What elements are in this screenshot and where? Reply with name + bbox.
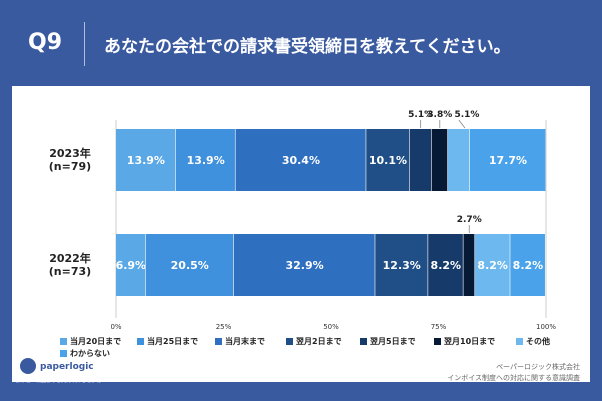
bar-segment [431,129,448,191]
x-tick-label: 100% [536,323,556,331]
data-label: 17.7% [489,154,527,167]
legend-swatch [215,338,222,345]
data-label: 8.2% [513,259,544,272]
legend-label: 当月末まで [225,336,265,346]
legend-label: 翌月5日まで [370,337,416,346]
question-title: あなたの会社での請求書受領締日を教えてください。 [104,37,511,57]
x-tick-label: 50% [323,323,339,331]
data-label: 10.1% [369,154,407,167]
brand-name: paperlogic [40,362,94,372]
bar-segment [375,234,428,296]
data-label: 30.4% [282,154,320,167]
data-label: 12.3% [383,259,421,272]
frame-bottom [0,382,602,401]
x-tick-label: 25% [216,323,232,331]
data-label: 6.9% [116,259,147,272]
source-survey: インボイス制度への対応に関する意識調査 [447,374,580,382]
data-label: 32.9% [285,259,323,272]
legend-label: その他 [526,336,550,346]
bar-segment [233,234,375,296]
x-tick-label: 75% [431,323,447,331]
x-tick-label: 0% [110,323,121,331]
bar-segment [175,129,235,191]
legend-swatch [360,338,367,345]
question-number: Q9 [28,30,63,55]
legend-label: 当月20日まで [70,336,121,346]
data-label: 3.8% [427,110,452,120]
legend-swatch [286,338,293,345]
bar-segment [116,129,176,191]
legend-swatch [137,338,144,345]
data-label: 20.5% [171,259,209,272]
header-bar: Q9 あなたの会社での請求書受領締日を教えてください。 [0,0,602,90]
bar-segment [447,129,470,191]
bar-segment [366,129,410,191]
header-divider [84,22,85,66]
legend-label: 翌月2日まで [296,337,342,346]
data-label: 8.2% [431,259,462,272]
legend-swatch [60,338,67,345]
legend-label: 当月25日まで [147,336,198,346]
data-label-leader [458,119,466,129]
frame-right [590,86,602,401]
data-label: 5.1% [454,110,479,120]
bar-segment [145,234,234,296]
bar-segment [469,129,546,191]
data-label: 5.1% [408,110,433,120]
legend-swatch [516,338,523,345]
category-label: 2022年 [49,251,91,265]
bar-segment [235,129,366,191]
bar-segment [475,234,510,296]
data-label: 13.9% [127,154,165,167]
data-label: 13.9% [187,154,225,167]
bar-segment [409,129,432,191]
category-label: 2023年 [49,146,91,160]
data-label: 2.7% [457,215,482,225]
bar-segment [428,234,463,296]
category-label: (n=73) [49,265,91,278]
source-company: ペーパーロジック株式会社 [496,363,580,371]
legend-swatch [434,338,441,345]
bar-segment [510,234,545,296]
brand-tagline: 請求書・納品書など契約以外を電子化 [16,378,102,384]
source-credit: ペーパーロジック株式会社 インボイス制度への対応に関する意識調査 [447,362,580,384]
frame-left [0,86,12,401]
data-label: 8.2% [477,259,508,272]
category-label: (n=79) [49,160,91,173]
legend-label: 翌月10日まで [444,337,495,346]
legend-label: わからない [70,349,110,358]
bar-segment [463,234,475,296]
legend-swatch [60,350,67,357]
brand-logo-icon [20,358,36,374]
bar-segment [116,234,146,296]
